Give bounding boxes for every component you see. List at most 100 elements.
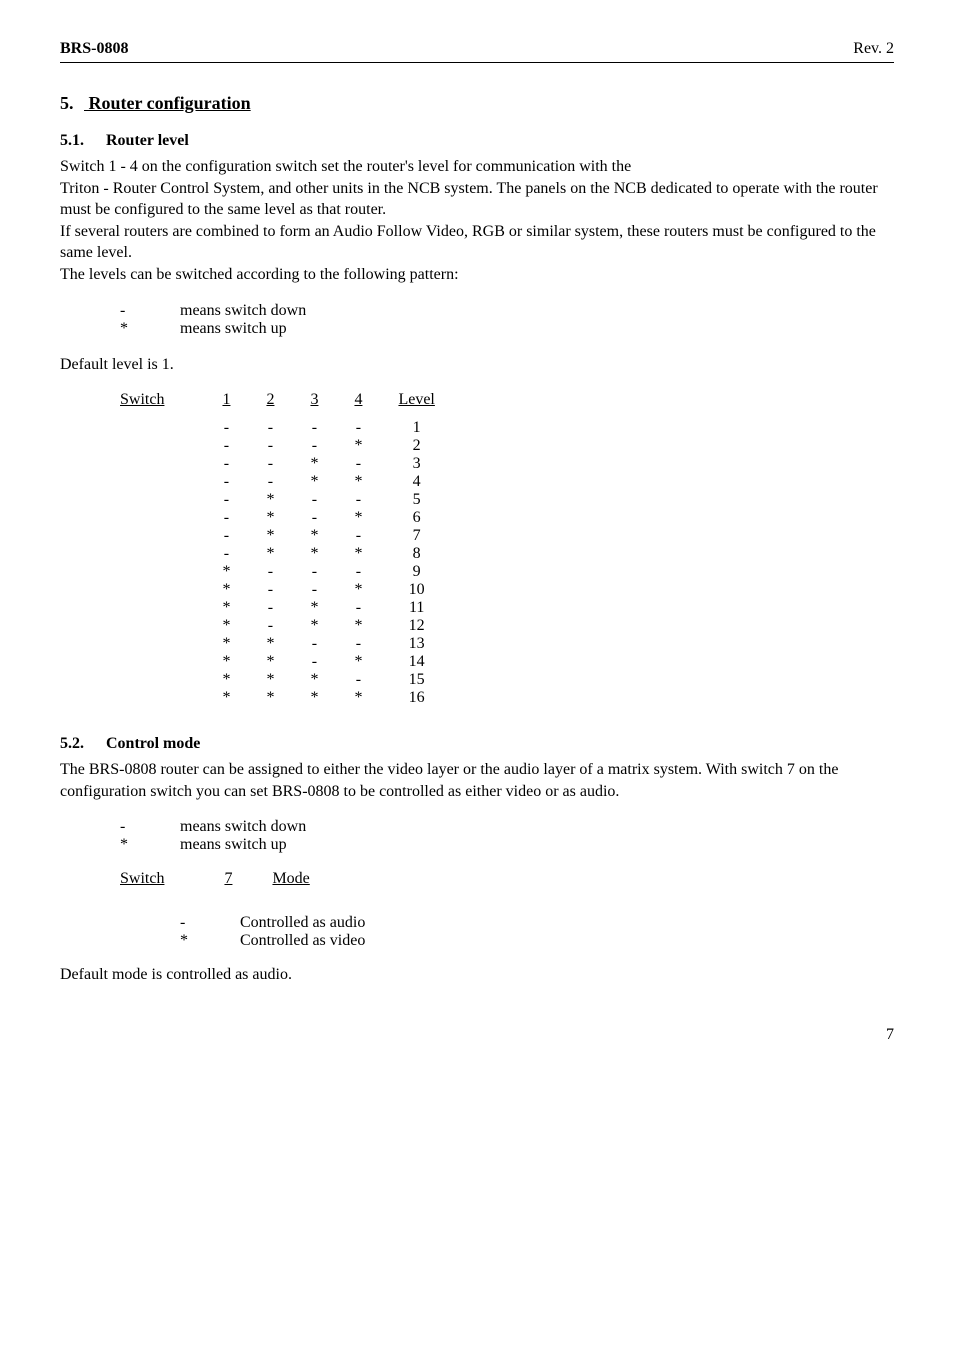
subsection-control-mode: 5.2. Control mode (60, 735, 894, 753)
table-cell: - (292, 635, 336, 653)
table-cell: 4 (380, 473, 452, 491)
col-header: 7 (224, 870, 272, 898)
table-cell: - (248, 473, 292, 491)
legend-text: means switch up (180, 320, 287, 338)
table-cell: - (204, 437, 248, 455)
table-cell: - (336, 491, 380, 509)
table-cell: * (248, 527, 292, 545)
col-header: Level (380, 391, 452, 419)
table-cell: - (292, 437, 336, 455)
table-cell: 15 (380, 671, 452, 689)
table-cell: 6 (380, 509, 452, 527)
table-cell: * (204, 635, 248, 653)
table-cell: * (336, 689, 380, 707)
table-cell: - (248, 563, 292, 581)
legend-text: means switch up (180, 836, 287, 854)
table-row: **--13 (120, 635, 453, 653)
table-cell: - (336, 599, 380, 617)
table-cell: - (204, 545, 248, 563)
paragraph: Default mode is controlled as audio. (60, 964, 894, 986)
legend-row-down: - means switch down (120, 818, 894, 836)
table-cell: * (248, 635, 292, 653)
table-cell: * (336, 653, 380, 671)
legend-row-down: - means switch down (120, 302, 894, 320)
subsection-title: Control mode (106, 735, 200, 752)
table-cell: 16 (380, 689, 452, 707)
table-cell: 1 (380, 419, 452, 437)
table-cell: * (292, 455, 336, 473)
subsection-router-level: 5.1. Router level (60, 132, 894, 150)
table-row: *--*10 (120, 581, 453, 599)
table-cell: 5 (380, 491, 452, 509)
table-cell: * (336, 581, 380, 599)
table-cell: 12 (380, 617, 452, 635)
table-cell: - (336, 419, 380, 437)
table-row: ****16 (120, 689, 453, 707)
table-cell: * (336, 473, 380, 491)
table-cell: * (292, 599, 336, 617)
section-number: 5. (60, 93, 84, 114)
table-cell: * (292, 527, 336, 545)
col-header: 4 (336, 391, 380, 419)
table-row: --**4 (120, 473, 453, 491)
table-cell: - (204, 491, 248, 509)
table-cell: - (292, 509, 336, 527)
table-cell: 13 (380, 635, 452, 653)
table-cell: - (336, 671, 380, 689)
legend-row-up: * means switch up (120, 836, 894, 854)
table-cell: - (336, 563, 380, 581)
table-cell: 9 (380, 563, 452, 581)
table-row: -**-7 (120, 527, 453, 545)
paragraph: Default level is 1. (60, 354, 894, 376)
table-cell: - (292, 563, 336, 581)
table-cell: - (204, 473, 248, 491)
table-cell: 14 (380, 653, 452, 671)
table-cell: - (336, 635, 380, 653)
table-cell: - (292, 419, 336, 437)
table-cell: * (204, 671, 248, 689)
table-cell: 10 (380, 581, 452, 599)
table-row: -***8 (120, 545, 453, 563)
header-right: Rev. 2 (853, 40, 894, 58)
level-table: Switch 1 2 3 4 Level ----1---*2--*-3--**… (120, 391, 453, 707)
table-row: ----1 (120, 419, 453, 437)
table-cell: * (292, 689, 336, 707)
legend-symbol: - (120, 302, 180, 320)
table-row: -*--5 (120, 491, 453, 509)
table-cell: * (248, 491, 292, 509)
legend-symbol: - (120, 818, 180, 836)
col-header: 2 (248, 391, 292, 419)
mode-symbol: - (180, 914, 240, 932)
legend-text: means switch down (180, 302, 306, 320)
section-title: Router configuration (89, 93, 251, 113)
subsection-number: 5.1. (60, 132, 102, 150)
table-cell: * (248, 689, 292, 707)
mode-table: Switch 7 Mode (120, 870, 570, 898)
table-cell: - (204, 509, 248, 527)
table-cell: - (292, 581, 336, 599)
mode-legend: - Controlled as audio * Controlled as vi… (180, 914, 894, 950)
table-cell: * (292, 671, 336, 689)
table-cell: - (248, 599, 292, 617)
table-cell: 3 (380, 455, 452, 473)
paragraph: The levels can be switched according to … (60, 264, 894, 286)
table-row: --*-3 (120, 455, 453, 473)
switch-legend: - means switch down * means switch up (120, 818, 894, 854)
table-cell: * (292, 473, 336, 491)
table-cell: 8 (380, 545, 452, 563)
table-row: ---*2 (120, 437, 453, 455)
page-number: 7 (60, 1026, 894, 1044)
table-cell: - (248, 455, 292, 473)
table-cell: * (336, 617, 380, 635)
table-cell: * (204, 689, 248, 707)
col-header: 3 (292, 391, 336, 419)
table-cell: - (204, 455, 248, 473)
table-cell: - (248, 437, 292, 455)
col-header: Switch (120, 391, 204, 419)
table-cell: - (204, 419, 248, 437)
paragraph: The BRS-0808 router can be assigned to e… (60, 759, 894, 802)
page-header: BRS-0808 Rev. 2 (60, 40, 894, 58)
mode-text: Controlled as video (240, 932, 365, 950)
legend-text: means switch down (180, 818, 306, 836)
legend-symbol: * (120, 836, 180, 854)
